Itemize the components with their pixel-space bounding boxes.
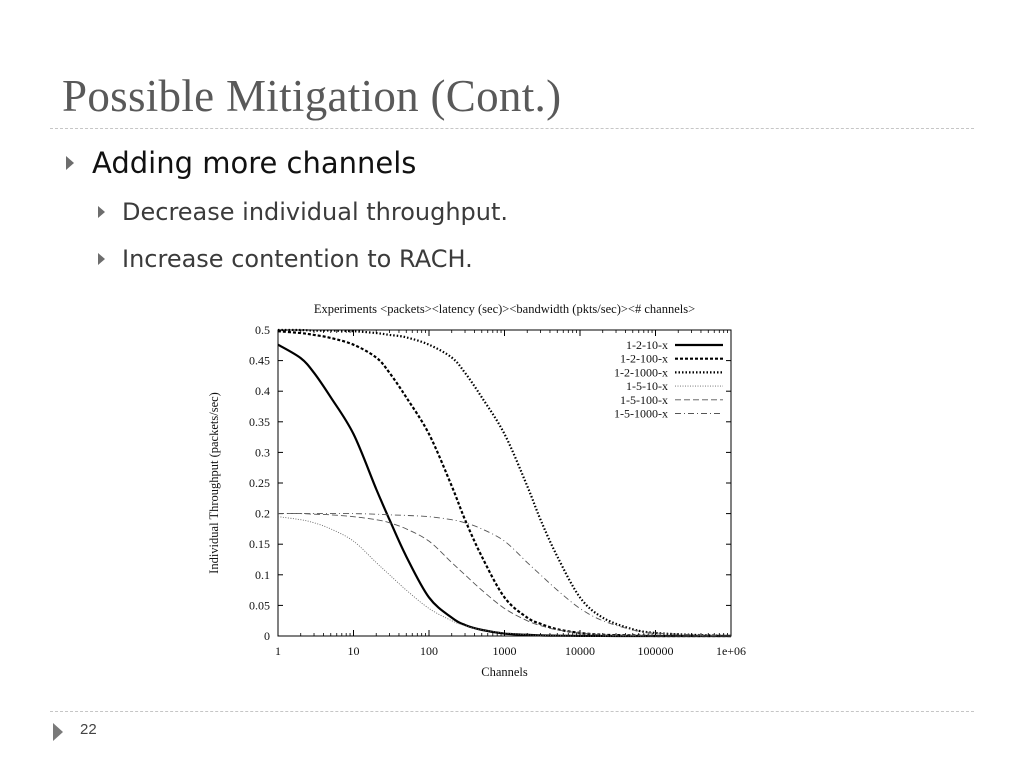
- chart-title: Experiments <packets><latency (sec)><ban…: [314, 302, 695, 316]
- footer-divider: [50, 711, 974, 712]
- y-tick-label: 0.2: [255, 507, 270, 521]
- y-tick-label: 0.4: [255, 384, 270, 398]
- y-tick-label: 0.25: [249, 476, 270, 490]
- bullet-adding-channels: Adding more channels: [66, 146, 416, 180]
- y-tick-label: 0.15: [249, 537, 270, 551]
- y-tick-label: 0: [264, 629, 270, 643]
- bullet-text: Adding more channels: [92, 146, 417, 180]
- x-tick-label: 1e+06: [716, 644, 746, 658]
- bullet-arrow-icon: [98, 253, 105, 265]
- legend-label: 1-2-100-x: [620, 352, 668, 366]
- legend-label: 1-5-10-x: [626, 379, 668, 393]
- x-tick-label: 100: [420, 644, 438, 658]
- x-tick-label: 10000: [565, 644, 595, 658]
- sub-bullet-text: Increase contention to RACH.: [122, 245, 473, 273]
- x-axis-label: Channels: [481, 665, 528, 679]
- x-tick-label: 1000: [493, 644, 517, 658]
- throughput-chart: Experiments <packets><latency (sec)><ban…: [207, 302, 746, 679]
- bullet-arrow-icon: [66, 156, 74, 170]
- sub-bullet-increase-contention: Increase contention to RACH.: [98, 245, 473, 273]
- series-line-4: [277, 516, 731, 637]
- y-tick-label: 0.05: [249, 598, 270, 612]
- y-tick-label: 0.1: [255, 568, 270, 582]
- title-divider: [50, 128, 974, 129]
- y-tick-label: 0.45: [249, 354, 270, 368]
- sub-bullet-text: Decrease individual throughput.: [122, 198, 509, 226]
- page-arrow-icon: [53, 723, 63, 741]
- legend-label: 1-5-100-x: [620, 393, 668, 407]
- legend-label: 1-2-1000-x: [614, 365, 668, 379]
- x-tick-label: 10: [348, 644, 360, 658]
- series-line-5: [277, 513, 731, 637]
- y-tick-label: 0.35: [249, 415, 270, 429]
- legend-label: 1-5-1000-x: [614, 407, 668, 421]
- sub-bullet-decrease-throughput: Decrease individual throughput.: [98, 198, 508, 226]
- series-line-6: [277, 513, 732, 637]
- slide-title: Possible Mitigation (Cont.): [62, 71, 562, 121]
- y-tick-label: 0.3: [255, 445, 270, 459]
- bullet-arrow-icon: [98, 206, 105, 218]
- x-tick-label: 1: [275, 644, 281, 658]
- y-tick-label: 0.5: [255, 323, 270, 337]
- legend-label: 1-2-10-x: [626, 338, 668, 352]
- series-line-3: [277, 328, 732, 638]
- x-tick-label: 100000: [638, 644, 674, 658]
- y-axis-label: Individual Throughput (packets/sec): [207, 392, 221, 574]
- page-number: 22: [80, 721, 97, 738]
- series-line-2: [277, 330, 731, 638]
